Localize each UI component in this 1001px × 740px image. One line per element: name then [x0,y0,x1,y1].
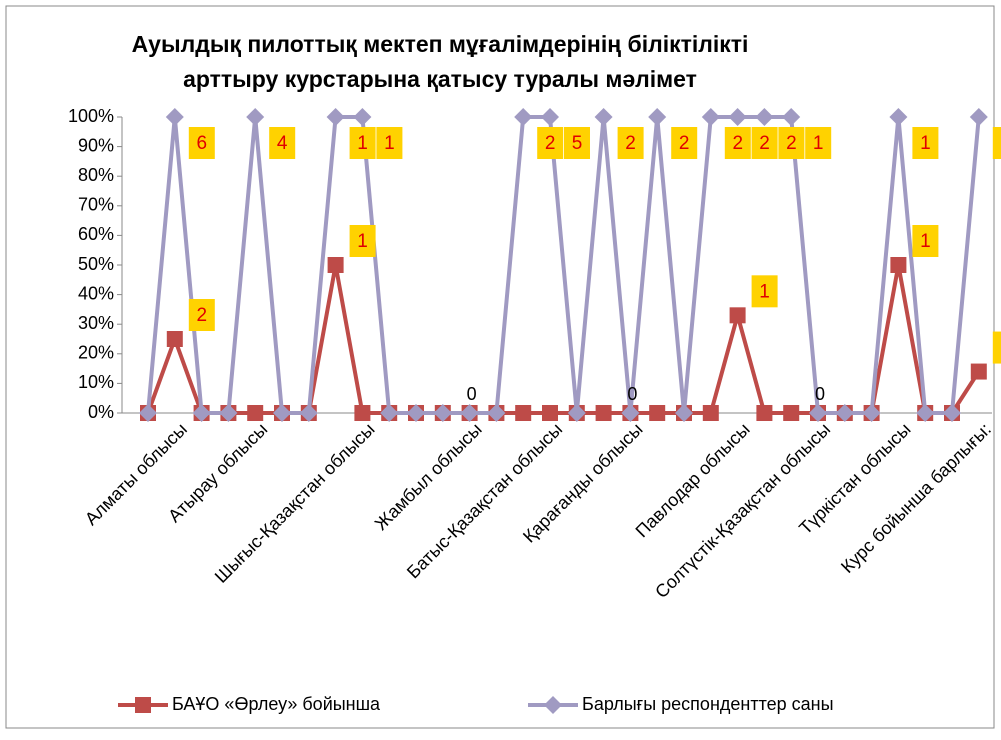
count-label-box: 1 [912,127,938,159]
y-tick-label: 90% [78,135,114,155]
chart-title: Ауылдық пилоттық мектеп мұғалімдерінің б… [132,31,749,57]
count-label: 1 [920,231,931,252]
label-background [993,127,1001,159]
count-label-box: 1 [376,127,402,159]
chart-title: арттыру курстарына қатысу туралы мәлімет [183,66,697,92]
marker [649,405,665,421]
count-label-box: 2 [189,299,215,331]
marker [971,364,987,380]
y-tick-label: 70% [78,195,114,215]
marker [756,405,772,421]
count-label: 2 [759,133,770,154]
count-label-box: 2 [671,127,697,159]
count-label: 0 [627,384,637,404]
count-label-box: 1 [350,127,376,159]
marker [542,405,558,421]
y-tick-label: 100% [68,106,114,126]
legend-marker [135,697,151,713]
count-label: 2 [197,305,208,326]
count-label: 6 [197,133,208,154]
count-label-box: 1 [350,225,376,257]
marker [783,405,799,421]
marker [247,405,263,421]
count-label: 2 [625,133,636,154]
legend-label: БАҰО «Өрлеу» бойынша [172,694,381,714]
count-label-box: 2 [725,127,751,159]
count-label-box: 1 [752,275,778,307]
y-tick-label: 0% [88,402,114,422]
count-label-box: 1 [912,225,938,257]
y-tick-label: 60% [78,224,114,244]
count-label: 1 [357,133,368,154]
count-label: 1 [759,281,770,302]
count-label: 0 [467,384,477,404]
count-label-box: 31 [993,127,1001,159]
count-label-box: 6 [189,127,215,159]
y-tick-label: 30% [78,313,114,333]
count-label: 2 [545,133,556,154]
y-tick-label: 50% [78,254,114,274]
count-label: 4 [277,133,288,154]
marker [596,405,612,421]
count-label: 1 [357,231,368,252]
y-tick-label: 10% [78,372,114,392]
count-label-box: 2 [618,127,644,159]
count-label-box: 5 [993,332,1001,364]
count-label-box: 2 [537,127,563,159]
count-label: 1 [920,133,931,154]
count-label-box: 2 [778,127,804,159]
marker [354,405,370,421]
marker [515,405,531,421]
marker [167,331,183,347]
count-label-box: 2 [752,127,778,159]
marker [730,307,746,323]
marker [890,257,906,273]
count-label: 0 [815,384,825,404]
count-label-box: 5 [564,127,590,159]
count-label-box: 4 [269,127,295,159]
count-label: 5 [572,133,583,154]
y-tick-label: 80% [78,165,114,185]
count-label: 1 [813,133,824,154]
count-label: 1 [384,133,395,154]
legend-label: Барлығы респонденттер саны [582,694,834,714]
count-label: 2 [733,133,744,154]
count-label-box: 1 [805,127,831,159]
marker [328,257,344,273]
count-label: 2 [679,133,690,154]
marker [703,405,719,421]
y-tick-label: 40% [78,283,114,303]
count-label: 2 [786,133,797,154]
y-tick-label: 20% [78,343,114,363]
